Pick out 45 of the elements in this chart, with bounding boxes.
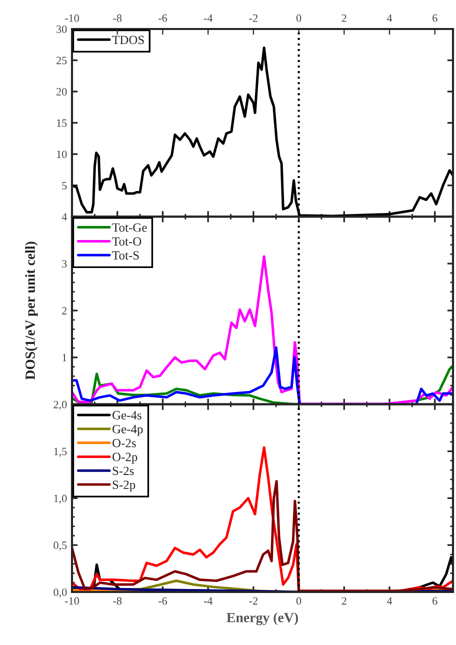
legend-label: O-2p (112, 452, 138, 464)
x2-tick-label: -6 (158, 14, 168, 22)
x-tick-label: 4 (386, 597, 392, 605)
x2-tick-label: 4 (386, 14, 392, 22)
legend-label: Tot-S (112, 251, 139, 260)
x-tick-label: 0 (296, 597, 302, 605)
x2-tick-label: -2 (249, 14, 258, 22)
y-tick-label: 20 (56, 88, 67, 96)
y-tick-label: 0,5 (54, 542, 67, 551)
x-tick-label: -10 (65, 597, 79, 605)
x2-tick-label: 2 (342, 14, 346, 22)
y-tick-label: 5 (62, 182, 67, 190)
legend-label: O-2s (112, 438, 136, 448)
y-tick-label: 15 (57, 119, 67, 127)
x2-tick-label: -8 (113, 14, 122, 22)
legend-label: S-2s (112, 466, 134, 476)
x2-tick-label: -4 (204, 14, 213, 22)
x-tick-label: -8 (113, 597, 122, 605)
x-tick-label: 2 (342, 597, 346, 605)
y-tick-label: 30 (56, 25, 67, 33)
legend-label: Tot-O (112, 237, 142, 246)
x-tick-label: 6 (432, 597, 438, 605)
x2-tick-label: 6 (432, 14, 438, 22)
y-tick-label: 10 (57, 150, 67, 158)
legend-label: Ge-4s (112, 411, 142, 420)
x-axis-title: Energy (eV) (226, 612, 298, 626)
legend-label: TDOS (112, 36, 144, 44)
x-tick-label: -2 (249, 597, 258, 605)
x-tick-label: -6 (158, 597, 168, 605)
y-tick-label: 25 (56, 56, 67, 64)
y-tick-label: 4 (62, 213, 67, 221)
y-tick-label: 0,0 (54, 588, 67, 598)
legend-label: Tot-Ge (112, 223, 147, 232)
x2-tick-label: 0 (296, 14, 302, 22)
legend-label: S-2p (112, 480, 136, 492)
y-tick-label: 1,0 (54, 494, 67, 504)
y-tick-label: 1,5 (54, 448, 67, 457)
y-tick-label: 2 (62, 306, 67, 314)
x-tick-label: -4 (204, 597, 213, 605)
y-tick-label: 2,0 (54, 400, 67, 410)
y-tick-label: 1 (62, 354, 66, 362)
legend-label: Ge-4p (112, 424, 143, 436)
x2-tick-label: -10 (65, 14, 79, 22)
y-tick-label: 3 (62, 260, 67, 268)
y-axis-title: DOS(1/eV per unit cell) (25, 242, 38, 380)
